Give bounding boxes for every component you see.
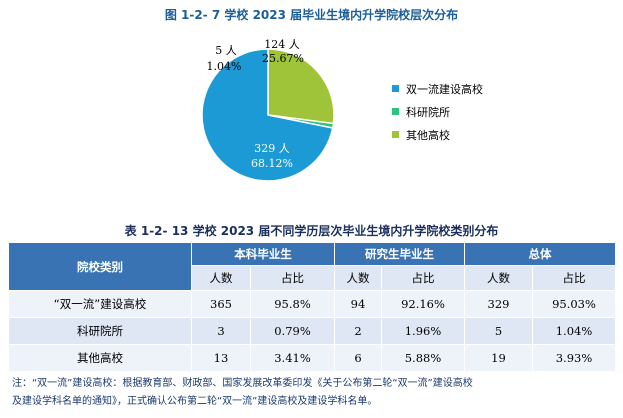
footnote-line-1: 注：“双一流”建设高校：根据教育部、财政部、国家发展改革委印发《关于公布第二轮“… xyxy=(12,378,473,389)
subheader-ratio: 占比 xyxy=(250,265,335,291)
header-group-total: 总体 xyxy=(464,242,616,266)
table-cell: 2 xyxy=(334,317,382,345)
pie-slices xyxy=(201,48,335,182)
legend-swatch-double-first-class xyxy=(392,85,399,92)
slice-label-count-research: 5 人 xyxy=(215,44,237,57)
slice-label-pct-other: 25.67% xyxy=(262,52,304,65)
slice-label-group-research: 5 人 1.04% xyxy=(207,44,242,73)
subheader-count: 人数 xyxy=(464,265,533,291)
table-cell: 95.03% xyxy=(532,290,616,318)
slice-label-pct-main: 68.12% xyxy=(251,157,293,170)
table-cell: 95.8% xyxy=(250,290,335,318)
slice-label-group-main: 329 人 68.12% xyxy=(251,142,293,170)
row-label: 科研院所 xyxy=(8,317,192,345)
pie-slice-double-first-class xyxy=(201,48,334,182)
table-row: 科研院所 3 0.79% 2 1.96% 5 1.04% xyxy=(8,317,616,345)
legend-item-other: 其他高校 xyxy=(392,128,450,142)
table-cell: 3.41% xyxy=(250,344,335,372)
stats-table: 院校类别 本科毕业生 研究生毕业生 总体 人数 占比 人数 占比 人数 占比 “… xyxy=(8,242,616,372)
table-cell: 0.79% xyxy=(250,317,335,345)
table-cell: 1.96% xyxy=(381,317,465,345)
legend-label-research: 科研院所 xyxy=(406,105,450,119)
footnote-line-2: 及建设学科名单的通知》，正式确认公布第二轮“双一流”建设高校及建设学科名单。 xyxy=(12,396,378,407)
legend-label-double-first-class: 双一流建设高校 xyxy=(406,82,483,96)
figure-title: 图 1-2- 7 学校 2023 届毕业生境内升学院校层次分布 xyxy=(164,8,459,22)
slice-label-count-other: 124 人 xyxy=(264,38,300,51)
legend-swatch-research xyxy=(392,108,399,115)
legend: 双一流建设高校 科研院所 其他高校 xyxy=(392,82,483,142)
table-cell: 1.04% xyxy=(532,317,616,345)
pie-chart: 329 人 68.12% 5 人 1.04% 124 人 25.67% 双一流建… xyxy=(201,38,483,182)
table-row: “双一流”建设高校 365 95.8% 94 92.16% 329 95.03% xyxy=(8,290,616,318)
table-cell: 5 xyxy=(464,317,533,345)
slice-label-group-other: 124 人 25.67% xyxy=(262,38,304,65)
table-cell: 3 xyxy=(191,317,251,345)
table-cell: 94 xyxy=(334,290,382,318)
legend-item-double-first-class: 双一流建设高校 xyxy=(392,82,483,96)
pie-slice-other xyxy=(267,48,335,125)
table-cell: 329 xyxy=(464,290,533,318)
footnote: 注：“双一流”建设高校：根据教育部、财政部、国家发展改革委印发《关于公布第二轮“… xyxy=(12,375,612,411)
table-subheader-row: 人数 占比 人数 占比 人数 占比 xyxy=(9,265,616,291)
row-label: 其他高校 xyxy=(8,344,192,372)
header-group-graduate: 研究生毕业生 xyxy=(334,242,465,266)
subheader-ratio: 占比 xyxy=(381,265,465,291)
header-category: 院校类别 xyxy=(8,242,192,291)
table-cell: 6 xyxy=(334,344,382,372)
legend-swatch-other xyxy=(392,131,399,138)
table-cell: 3.93% xyxy=(532,344,616,372)
slice-label-count-main: 329 人 xyxy=(254,142,290,155)
table-cell: 19 xyxy=(464,344,533,372)
table-cell: 13 xyxy=(191,344,251,372)
header-group-undergrad: 本科毕业生 xyxy=(191,242,335,266)
subheader-count: 人数 xyxy=(334,265,382,291)
table-title: 表 1-2- 13 学校 2023 届不同学历层次毕业生境内升学院校类别分布 xyxy=(124,224,499,238)
legend-item-research: 科研院所 xyxy=(392,105,450,119)
slice-label-pct-research: 1.04% xyxy=(207,60,242,73)
subheader-count: 人数 xyxy=(191,265,251,291)
subheader-ratio: 占比 xyxy=(532,265,616,291)
table-cell: 365 xyxy=(191,290,251,318)
row-label: “双一流”建设高校 xyxy=(8,290,192,318)
table-header-row: 院校类别 本科毕业生 研究生毕业生 总体 xyxy=(8,242,616,291)
legend-label-other: 其他高校 xyxy=(406,128,450,142)
table-cell: 92.16% xyxy=(381,290,465,318)
table-cell: 5.88% xyxy=(381,344,465,372)
table-row: 其他高校 13 3.41% 6 5.88% 19 3.93% xyxy=(8,344,616,372)
